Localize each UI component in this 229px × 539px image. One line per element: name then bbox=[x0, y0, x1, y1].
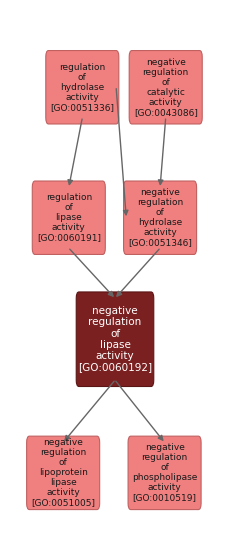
Text: negative
regulation
of
catalytic
activity
[GO:0043086]: negative regulation of catalytic activit… bbox=[133, 58, 197, 117]
FancyBboxPatch shape bbox=[123, 181, 196, 254]
FancyBboxPatch shape bbox=[46, 51, 118, 124]
FancyBboxPatch shape bbox=[27, 436, 99, 509]
Text: negative
regulation
of
phospholipase
activity
[GO:0010519]: negative regulation of phospholipase act… bbox=[131, 443, 196, 502]
Text: regulation
of
lipase
activity
[GO:0060191]: regulation of lipase activity [GO:006019… bbox=[37, 193, 100, 243]
FancyBboxPatch shape bbox=[76, 292, 153, 386]
FancyBboxPatch shape bbox=[32, 181, 105, 254]
Text: negative
regulation
of
lipase
activity
[GO:0060192]: negative regulation of lipase activity [… bbox=[78, 306, 151, 372]
Text: negative
regulation
of
hydrolase
activity
[GO:0051346]: negative regulation of hydrolase activit… bbox=[128, 188, 191, 247]
FancyBboxPatch shape bbox=[129, 51, 201, 124]
Text: negative
regulation
of
lipoprotein
lipase
activity
[GO:0051005]: negative regulation of lipoprotein lipas… bbox=[31, 438, 95, 508]
FancyBboxPatch shape bbox=[128, 436, 200, 509]
Text: regulation
of
hydrolase
activity
[GO:0051336]: regulation of hydrolase activity [GO:005… bbox=[50, 63, 114, 112]
